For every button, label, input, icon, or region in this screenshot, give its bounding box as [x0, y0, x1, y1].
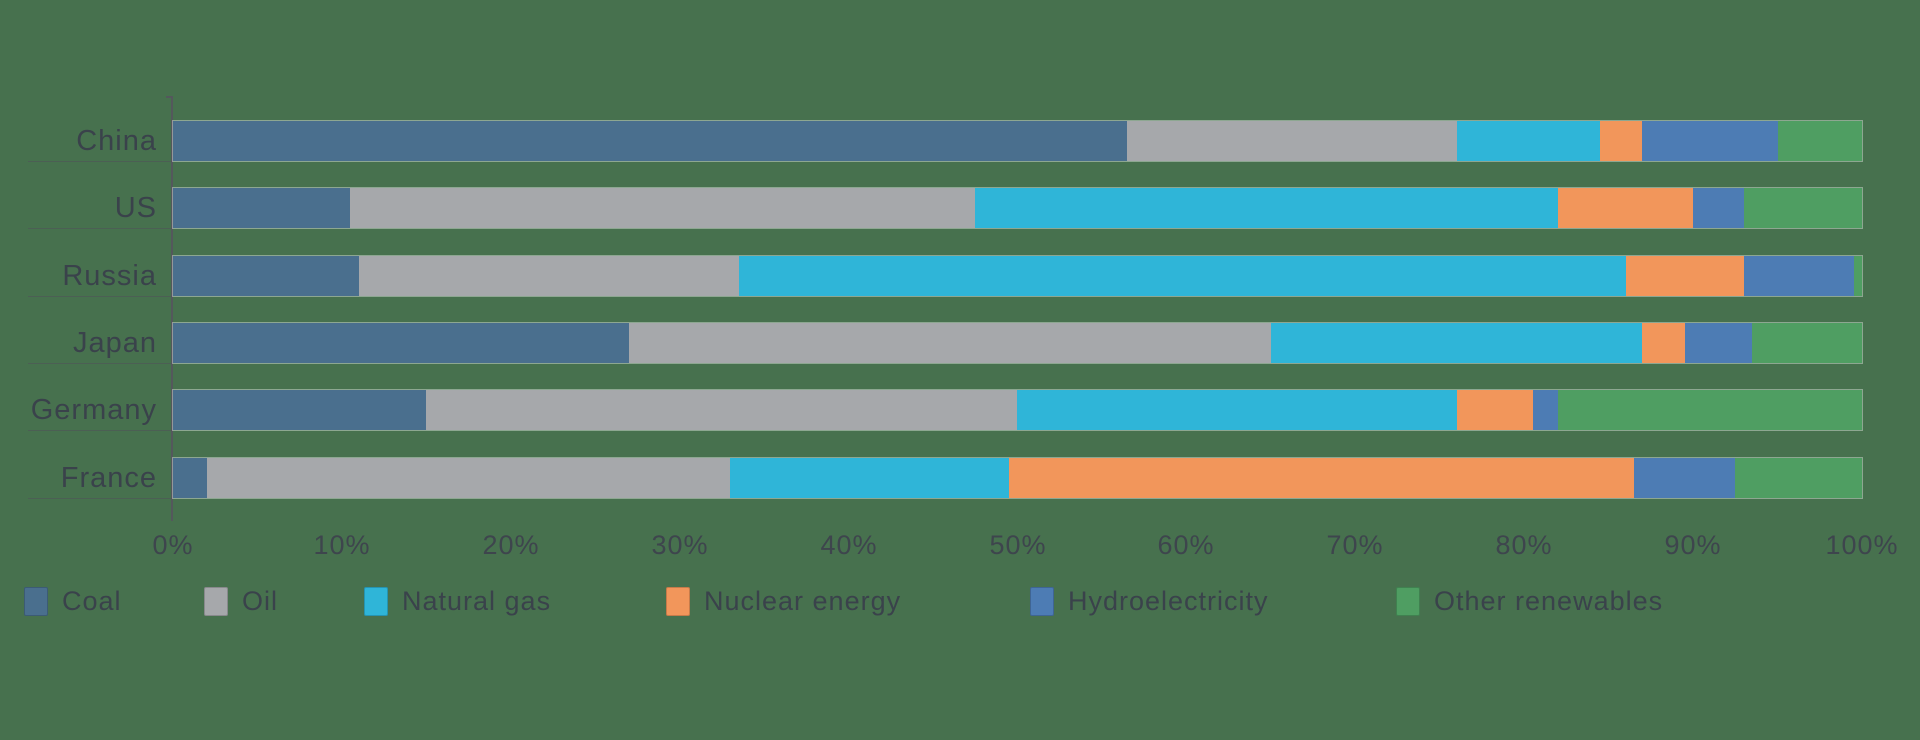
bar-segment-us-other-renewables[interactable]	[1743, 188, 1862, 228]
x-tick-label-50-: 50%	[989, 530, 1047, 560]
bar-segment-us-coal[interactable]	[173, 188, 351, 228]
bar-row-germany	[172, 389, 1863, 431]
bar-segment-japan-coal[interactable]	[173, 323, 630, 363]
bar-segment-germany-other-renewables[interactable]	[1557, 390, 1862, 430]
row-separator-line	[28, 430, 172, 431]
x-tick-label-80-: 80%	[1495, 530, 1553, 560]
legend-label-hydroelectricity: Hydroelectricity	[1068, 586, 1269, 616]
bar-row-russia	[172, 255, 1863, 297]
bar-segment-germany-natural-gas[interactable]	[1017, 390, 1457, 430]
bar-row-us	[172, 187, 1863, 229]
bar-segment-us-hydroelectricity[interactable]	[1693, 188, 1744, 228]
bar-segment-russia-nuclear-energy[interactable]	[1625, 256, 1744, 296]
bar-segment-france-other-renewables[interactable]	[1735, 458, 1862, 498]
legend-item-natural-gas[interactable]: Natural gas	[364, 586, 551, 617]
x-tick-label-70-: 70%	[1326, 530, 1384, 560]
bar-segment-russia-oil[interactable]	[358, 256, 739, 296]
bar-segment-japan-hydroelectricity[interactable]	[1684, 323, 1753, 363]
bar-segment-germany-hydroelectricity[interactable]	[1532, 390, 1558, 430]
x-tick-label-100-: 100%	[1825, 530, 1899, 560]
x-tick-label-90-: 90%	[1664, 530, 1722, 560]
legend-label-natural-gas: Natural gas	[402, 586, 552, 616]
bar-segment-japan-other-renewables[interactable]	[1752, 323, 1862, 363]
y-axis-line	[171, 96, 173, 521]
bar-row-japan	[172, 322, 1863, 364]
bar-segment-japan-oil[interactable]	[629, 323, 1271, 363]
legend-swatch-other-renewables	[1396, 587, 1420, 616]
category-label-japan: Japan	[72, 327, 157, 359]
category-label-france: France	[60, 462, 157, 494]
legend-item-other-renewables[interactable]: Other renewables	[1396, 586, 1663, 617]
category-label-us: US	[114, 192, 157, 224]
legend-swatch-natural-gas	[364, 587, 388, 616]
x-tick-label-0-: 0%	[152, 530, 194, 560]
row-separator-line	[28, 498, 172, 499]
bar-segment-germany-coal[interactable]	[173, 390, 427, 430]
category-label-china: China	[76, 125, 157, 157]
bar-segment-france-coal[interactable]	[173, 458, 207, 498]
bar-segment-japan-nuclear-energy[interactable]	[1642, 323, 1685, 363]
row-separator-line	[28, 363, 172, 364]
bar-segment-germany-nuclear-energy[interactable]	[1456, 390, 1533, 430]
bar-segment-russia-hydroelectricity[interactable]	[1743, 256, 1854, 296]
bar-segment-us-oil[interactable]	[350, 188, 976, 228]
bar-segment-us-natural-gas[interactable]	[975, 188, 1558, 228]
bar-segment-france-nuclear-energy[interactable]	[1009, 458, 1634, 498]
bar-segment-china-nuclear-energy[interactable]	[1600, 121, 1643, 161]
bar-segment-france-natural-gas[interactable]	[730, 458, 1010, 498]
legend-item-oil[interactable]: Oil	[204, 586, 278, 617]
legend-swatch-oil	[204, 587, 228, 616]
legend-item-coal[interactable]: Coal	[24, 586, 122, 617]
bar-segment-us-nuclear-energy[interactable]	[1557, 188, 1694, 228]
legend-item-nuclear-energy[interactable]: Nuclear energy	[666, 586, 901, 617]
bar-segment-russia-coal[interactable]	[173, 256, 359, 296]
bar-segment-japan-natural-gas[interactable]	[1270, 323, 1643, 363]
bar-row-china	[172, 120, 1863, 162]
bar-segment-china-coal[interactable]	[173, 121, 1128, 161]
y-axis-top-tick	[166, 96, 172, 98]
bar-row-france	[172, 457, 1863, 499]
category-label-russia: Russia	[62, 260, 157, 292]
legend-swatch-hydroelectricity	[1030, 587, 1054, 616]
legend-label-nuclear-energy: Nuclear energy	[704, 586, 902, 616]
legend-swatch-nuclear-energy	[666, 587, 690, 616]
legend-label-coal: Coal	[62, 586, 122, 616]
x-tick-label-60-: 60%	[1157, 530, 1215, 560]
bar-segment-china-other-renewables[interactable]	[1777, 121, 1862, 161]
legend-item-hydroelectricity[interactable]: Hydroelectricity	[1030, 586, 1269, 617]
x-tick-label-10-: 10%	[313, 530, 371, 560]
bar-segment-germany-oil[interactable]	[426, 390, 1018, 430]
row-separator-line	[28, 296, 172, 297]
bar-segment-france-hydroelectricity[interactable]	[1633, 458, 1736, 498]
legend-label-oil: Oil	[242, 586, 278, 616]
bar-segment-china-natural-gas[interactable]	[1456, 121, 1601, 161]
legend-swatch-coal	[24, 587, 48, 616]
legend-label-other-renewables: Other renewables	[1434, 586, 1664, 616]
category-label-germany: Germany	[30, 394, 157, 426]
bar-segment-china-hydroelectricity[interactable]	[1642, 121, 1778, 161]
bar-segment-russia-natural-gas[interactable]	[738, 256, 1626, 296]
row-separator-line	[28, 228, 172, 229]
bar-segment-russia-other-renewables[interactable]	[1853, 256, 1862, 296]
bar-segment-china-oil[interactable]	[1127, 121, 1457, 161]
x-tick-label-20-: 20%	[482, 530, 540, 560]
bar-segment-france-oil[interactable]	[206, 458, 731, 498]
row-separator-line	[28, 161, 172, 162]
x-tick-label-30-: 30%	[651, 530, 709, 560]
legend: Coal Oil Natural gas Nuclear energy Hydroele…	[0, 586, 1920, 622]
x-tick-label-40-: 40%	[820, 530, 878, 560]
